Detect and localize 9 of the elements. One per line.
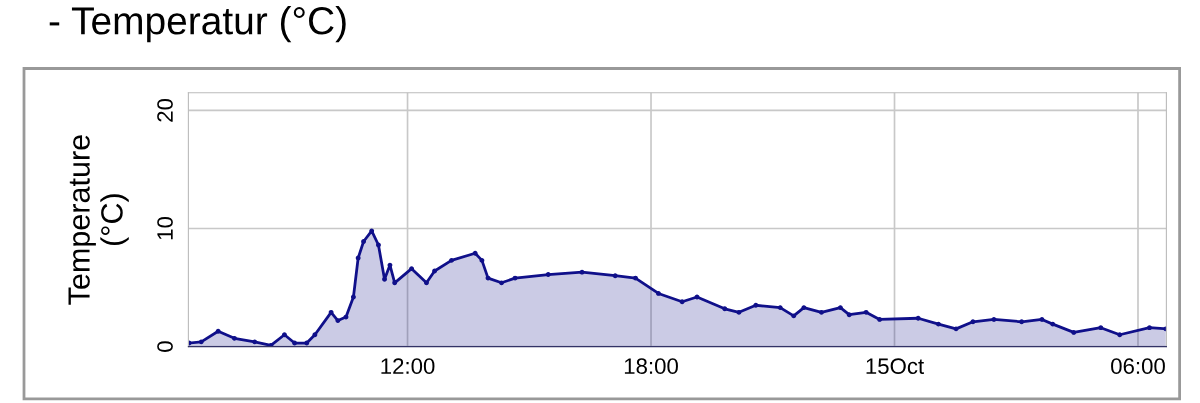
x-tick-label: 18:00 xyxy=(624,358,678,375)
chart-title: - Temperatur (°C) xyxy=(49,6,346,43)
x-tick-label: 06:00 xyxy=(1111,358,1165,375)
y-axis-title: Temperature (°C) xyxy=(68,135,129,305)
y-tick-label: 20 xyxy=(157,98,173,122)
y-tick-label: 10 xyxy=(157,217,173,240)
x-tick-label: 12:00 xyxy=(381,358,435,375)
x-tick-label: 15Oct xyxy=(866,358,924,375)
y-tick-label: 0 xyxy=(157,341,173,352)
